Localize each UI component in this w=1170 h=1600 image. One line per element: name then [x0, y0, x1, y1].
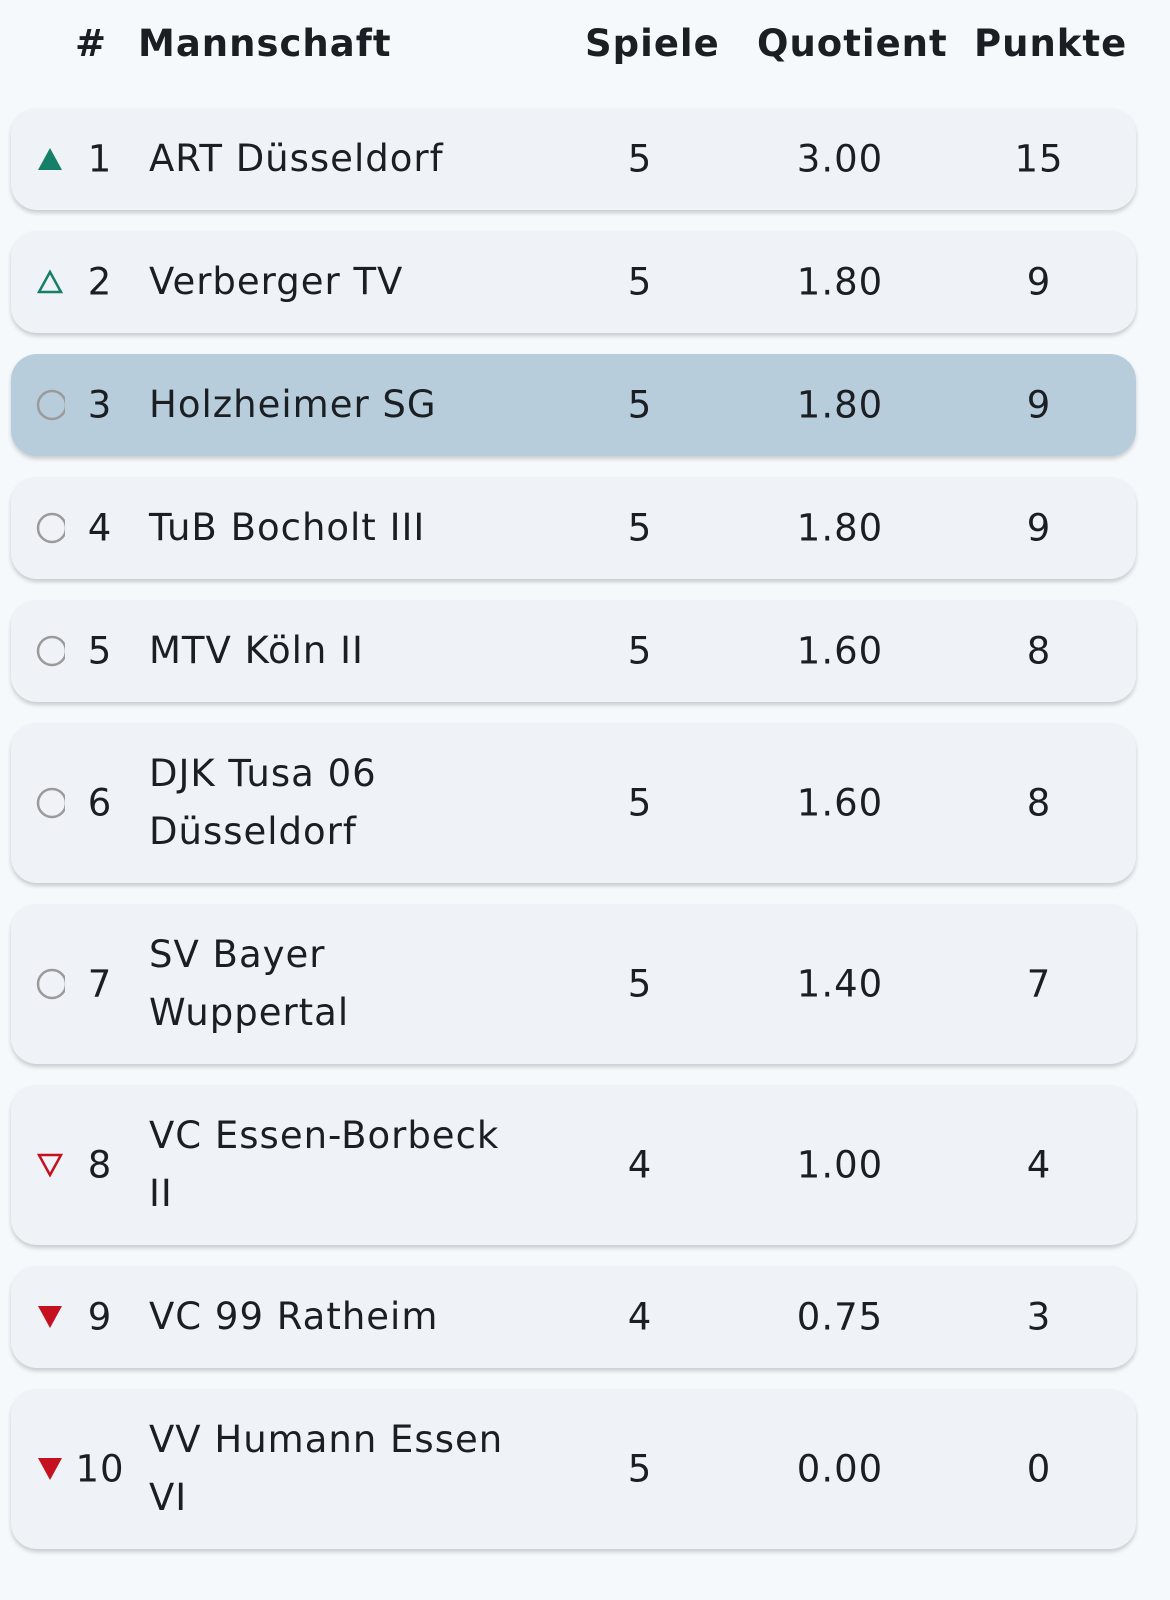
ratio: 1.00	[796, 1143, 884, 1187]
games: 5	[627, 962, 653, 1006]
games: 5	[627, 506, 653, 550]
games: 5	[627, 1447, 653, 1491]
rank: 7	[87, 962, 113, 1006]
header-games: Spiele	[585, 22, 720, 65]
rank: 3	[87, 383, 113, 427]
ratio: 1.80	[796, 383, 884, 427]
points: 3	[1026, 1295, 1052, 1339]
games: 5	[627, 629, 653, 673]
team-name: TuB Bocholt III	[149, 499, 569, 557]
header-points: Punkte	[974, 22, 1128, 65]
points: 0	[1026, 1447, 1052, 1491]
team-name: Verberger TV	[149, 253, 569, 311]
table-row[interactable]: 4 TuB Bocholt III 5 1.80 9	[11, 477, 1136, 579]
games: 5	[627, 137, 653, 181]
ratio: 1.80	[796, 260, 884, 304]
neutral-circle-icon	[35, 968, 65, 1000]
points: 15	[1014, 137, 1064, 181]
rank: 4	[87, 506, 113, 550]
team-name-line: Wuppertal	[149, 991, 350, 1034]
trend-up-icon	[35, 144, 65, 174]
table-row[interactable]: 9 VC 99 Ratheim 4 0.75 3	[11, 1266, 1136, 1368]
neutral-circle-icon	[35, 787, 65, 819]
trend-down-outline-icon	[35, 1150, 65, 1180]
rank: 6	[87, 781, 113, 825]
team-name-line: DJK Tusa 06	[149, 752, 377, 795]
team-name-line: TuB Bocholt III	[149, 506, 426, 549]
team-name: MTV Köln II	[149, 622, 569, 680]
rank: 5	[87, 629, 113, 673]
points: 7	[1026, 962, 1052, 1006]
header-team: Mannschaft	[138, 22, 392, 65]
team-name-line: Holzheimer SG	[149, 383, 437, 426]
rank: 10	[75, 1447, 125, 1491]
points: 4	[1026, 1143, 1052, 1187]
points: 9	[1026, 383, 1052, 427]
team-name-line: II	[149, 1172, 173, 1215]
team-name-line: VV Humann Essen	[149, 1418, 504, 1461]
ratio: 0.75	[796, 1295, 884, 1339]
points: 9	[1026, 260, 1052, 304]
rank: 8	[87, 1143, 113, 1187]
ratio: 1.40	[796, 962, 884, 1006]
table-row[interactable]: 5 MTV Köln II 5 1.60 8	[11, 600, 1136, 702]
games: 4	[627, 1295, 653, 1339]
header-ratio: Quotient	[757, 22, 948, 65]
games: 5	[627, 383, 653, 427]
points: 8	[1026, 781, 1052, 825]
header-rank: #	[75, 22, 108, 65]
team-name-line: VC Essen-Borbeck	[149, 1114, 500, 1157]
ratio: 3.00	[796, 137, 884, 181]
team-name: Holzheimer SG	[149, 376, 569, 434]
table-row[interactable]: 8 VC Essen-Borbeck II 4 1.00 4	[11, 1085, 1136, 1245]
ratio: 1.60	[796, 629, 884, 673]
points: 9	[1026, 506, 1052, 550]
team-name: DJK Tusa 06 Düsseldorf	[149, 745, 569, 861]
rank: 2	[87, 260, 113, 304]
team-name-line: Verberger TV	[149, 260, 404, 303]
table-row[interactable]: 7 SV Bayer Wuppertal 5 1.40 7	[11, 904, 1136, 1064]
table-row[interactable]: 1 ART Düsseldorf 5 3.00 15	[11, 108, 1136, 210]
team-name-line: SV Bayer	[149, 933, 326, 976]
games: 5	[627, 781, 653, 825]
table-row[interactable]: 6 DJK Tusa 06 Düsseldorf 5 1.60 8	[11, 723, 1136, 883]
table-row[interactable]: 3 Holzheimer SG 5 1.80 9	[11, 354, 1136, 456]
team-name: VV Humann Essen VI	[149, 1411, 569, 1527]
rank: 1	[87, 137, 113, 181]
team-name-line: ART Düsseldorf	[149, 137, 444, 180]
ratio: 0.00	[796, 1447, 884, 1491]
games: 4	[627, 1143, 653, 1187]
team-name-line: MTV Köln II	[149, 629, 364, 672]
team-name-line: Düsseldorf	[149, 810, 357, 853]
games: 5	[627, 260, 653, 304]
team-name: VC 99 Ratheim	[149, 1288, 569, 1346]
trend-down-icon	[35, 1302, 65, 1332]
team-name-line: VC 99 Ratheim	[149, 1295, 439, 1338]
table-row[interactable]: 10 VV Humann Essen VI 5 0.00 0	[11, 1389, 1136, 1549]
neutral-circle-icon	[35, 512, 65, 544]
table-row[interactable]: 2 Verberger TV 5 1.80 9	[11, 231, 1136, 333]
team-name: ART Düsseldorf	[149, 130, 569, 188]
neutral-circle-icon	[35, 389, 65, 421]
ratio: 1.60	[796, 781, 884, 825]
ratio: 1.80	[796, 506, 884, 550]
trend-down-icon	[35, 1454, 65, 1484]
team-name-line: VI	[149, 1476, 188, 1519]
neutral-circle-icon	[35, 635, 65, 667]
team-name: VC Essen-Borbeck II	[149, 1107, 569, 1223]
team-name: SV Bayer Wuppertal	[149, 926, 569, 1042]
table-header: # Mannschaft Spiele Quotient Punkte	[0, 22, 1170, 78]
trend-up-outline-icon	[35, 267, 65, 297]
points: 8	[1026, 629, 1052, 673]
rank: 9	[87, 1295, 113, 1339]
